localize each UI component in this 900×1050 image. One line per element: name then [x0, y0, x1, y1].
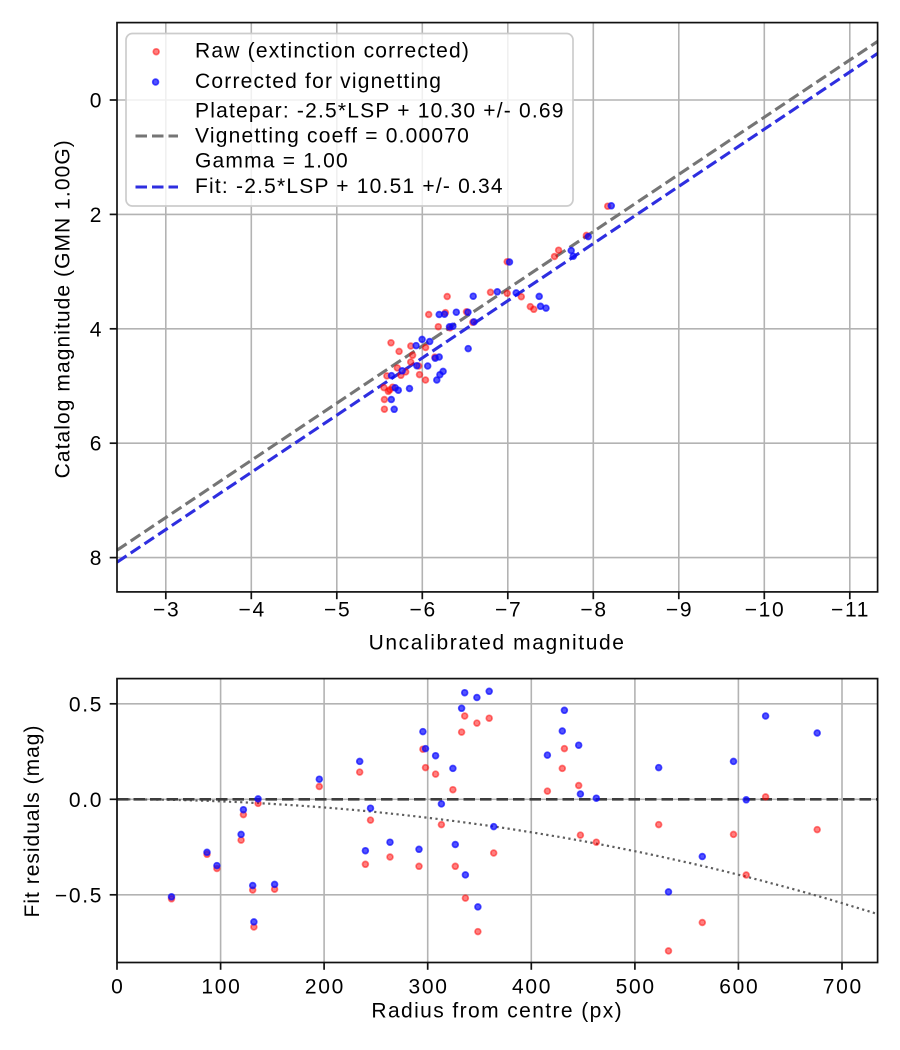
- svg-text:Gamma = 1.00: Gamma = 1.00: [195, 150, 349, 173]
- svg-text:2: 2: [90, 204, 103, 227]
- svg-text:Vignetting coeff = 0.00070: Vignetting coeff = 0.00070: [195, 125, 470, 148]
- svg-text:Corrected for vignetting: Corrected for vignetting: [195, 70, 442, 93]
- svg-text:−4: −4: [239, 599, 266, 622]
- svg-text:500: 500: [616, 976, 656, 999]
- svg-text:−9: −9: [666, 599, 693, 622]
- svg-text:200: 200: [305, 976, 345, 999]
- svg-text:−7: −7: [495, 599, 522, 622]
- svg-text:−0.5: −0.5: [55, 884, 103, 907]
- svg-text:0.5: 0.5: [69, 693, 103, 716]
- svg-text:−11: −11: [831, 599, 870, 622]
- svg-text:Radius from centre (px): Radius from centre (px): [371, 1000, 623, 1023]
- svg-text:8: 8: [90, 547, 103, 570]
- svg-text:Raw (extinction corrected): Raw (extinction corrected): [195, 40, 470, 63]
- svg-text:0: 0: [90, 90, 103, 113]
- svg-text:300: 300: [409, 976, 449, 999]
- svg-text:−6: −6: [410, 599, 437, 622]
- svg-text:0.0: 0.0: [69, 789, 103, 812]
- svg-text:4: 4: [90, 318, 103, 341]
- svg-text:Platepar: -2.5*LSP + 10.30 +/-: Platepar: -2.5*LSP + 10.30 +/- 0.69: [195, 100, 565, 123]
- svg-text:700: 700: [823, 976, 863, 999]
- svg-text:−3: −3: [153, 599, 180, 622]
- svg-text:6: 6: [90, 433, 103, 456]
- svg-text:400: 400: [512, 976, 552, 999]
- svg-text:−5: −5: [324, 599, 351, 622]
- svg-text:Catalog magnitude (GMN 1.00G): Catalog magnitude (GMN 1.00G): [52, 139, 75, 478]
- svg-text:−8: −8: [580, 599, 607, 622]
- svg-text:600: 600: [719, 976, 759, 999]
- svg-text:−10: −10: [745, 599, 786, 622]
- svg-text:Uncalibrated magnitude: Uncalibrated magnitude: [369, 632, 626, 655]
- svg-text:0: 0: [111, 976, 124, 999]
- svg-text:100: 100: [201, 976, 241, 999]
- svg-text:Fit: -2.5*LSP + 10.51 +/- 0.34: Fit: -2.5*LSP + 10.51 +/- 0.34: [195, 175, 504, 198]
- svg-text:Fit residuals (mag): Fit residuals (mag): [21, 725, 44, 918]
